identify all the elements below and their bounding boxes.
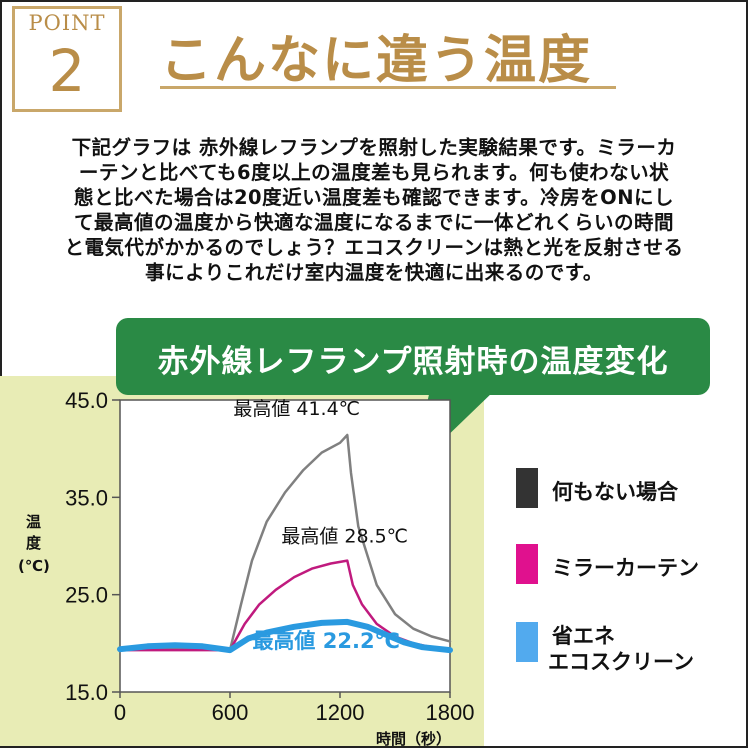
legend-swatch <box>516 544 538 584</box>
y-tick-label: 25.0 <box>65 583 108 608</box>
series-line <box>117 618 453 654</box>
legend-label: 省エネ <box>552 624 615 648</box>
intro-line: 態と比べた場合は20度近い温度差も確認できます。冷房をONにし <box>73 186 675 209</box>
y-axis-label: 温 <box>26 513 41 531</box>
title-underline <box>160 86 616 89</box>
x-tick-label: 0 <box>114 700 126 725</box>
point-badge: POINT 2 <box>12 6 122 112</box>
y-tick-label: 45.0 <box>65 388 108 413</box>
y-tick-label: 35.0 <box>65 485 108 510</box>
series-line <box>118 433 452 652</box>
page-title: こんなに違う温度 <box>160 31 593 91</box>
y-axis-label-2: 度 <box>26 534 42 552</box>
intro-text: 下記グラフは 赤外線レフランプを照射した実験結果です。ミラーカ ーテンと比べても… <box>18 135 730 285</box>
chart-title: 赤外線レフランプ照射時の温度変化 <box>157 344 669 380</box>
point-number: 2 <box>48 37 86 105</box>
intro-line: 下記グラフは 赤外線レフランプを照射した実験結果です。ミラーカ <box>71 136 677 159</box>
intro-line: と電気代がかかるのでしょう？エコスクリーンは熱と光を反射させる <box>64 236 684 259</box>
intro-line: 事によりこれだけ室内温度を快適に出来るのです。 <box>145 261 603 284</box>
y-axis: 15.0 25.0 35.0 45.0 <box>65 388 120 705</box>
peak-annotation: 最高値 28.5℃ <box>281 526 408 548</box>
series-lines <box>117 433 453 654</box>
legend-swatch <box>516 468 538 508</box>
legend-label: ミラーカーテン <box>552 556 699 580</box>
legend-label-line2: エコスクリーン <box>548 650 694 674</box>
legend-swatch <box>516 622 538 662</box>
peak-annotation: 最高値 22.2℃ <box>252 629 400 653</box>
legend-label: 何もない場合 <box>552 480 678 504</box>
annotations: 最高値 41.4℃ 最高値 28.5℃ 最高値 22.2℃ <box>233 398 408 653</box>
peak-annotation: 最高値 41.4℃ <box>233 398 360 420</box>
x-tick-label: 1200 <box>316 700 365 725</box>
intro-line: ーテンと比べても6度以上の温度差も見られます。何も使わない状 <box>78 161 670 184</box>
x-axis: 0 600 1200 1800 <box>114 692 475 725</box>
chart-title-banner: 赤外線レフランプ照射時の温度変化 <box>116 318 710 395</box>
intro-line: て最高値の温度から快適な温度になるまでに一体どれくらいの時間 <box>73 211 674 234</box>
point-label: POINT <box>28 11 106 35</box>
x-axis-label: 時間（秒） <box>376 730 451 748</box>
y-tick-label: 15.0 <box>65 680 108 705</box>
x-tick-label: 600 <box>212 700 249 725</box>
x-tick-label: 1800 <box>426 700 475 725</box>
y-axis-label-3: (℃) <box>18 557 50 575</box>
